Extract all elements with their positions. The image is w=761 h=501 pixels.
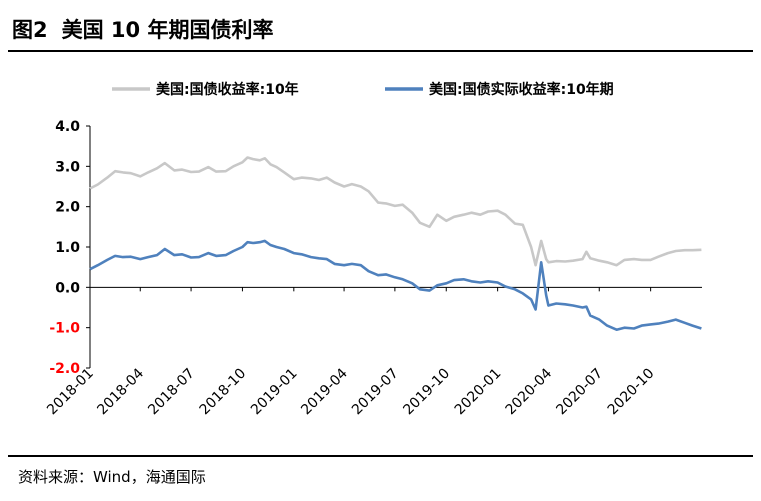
- figure-number: 图2: [12, 18, 48, 42]
- chart-legend: 美国:国债收益率:10年 美国:国债实际收益率:10年期: [112, 81, 614, 98]
- x-tick-label: 2019-07: [349, 366, 402, 419]
- y-tick-label: 2.0: [55, 200, 80, 216]
- figure-title-text: 美国 10 年期国债利率: [61, 18, 274, 42]
- top-rule: [8, 50, 753, 52]
- chart-axes: 4.03.02.01.00.0-1.0-2.02018-012018-04201…: [44, 119, 702, 418]
- chart-series: [89, 156, 702, 331]
- y-tick-label: 0.0: [55, 280, 80, 296]
- x-tick-label: 2018-04: [94, 365, 147, 418]
- x-tick-label: 2018-07: [145, 366, 198, 419]
- y-tick-label: -1.0: [49, 321, 80, 337]
- line-chart: 美国:国债收益率:10年 美国:国债实际收益率:10年期 4.0 3.0 2.0 1.0…: [44, 81, 702, 418]
- bottom-rule: [8, 455, 753, 457]
- series-line-2: [89, 239, 702, 331]
- y-tick-label: 3.0: [55, 159, 80, 175]
- x-tick-label: 2020-10: [605, 366, 658, 419]
- x-tick-label: 2019-10: [400, 366, 453, 419]
- legend-label-2: 美国:国债实际收益率:10年期: [429, 81, 614, 98]
- y-tick-label: -2.0: [49, 361, 80, 377]
- x-tick-label: 2020-01: [452, 366, 505, 419]
- source-note: 资料来源：Wind，海通国际: [18, 468, 206, 486]
- x-tick-label: 2018-10: [197, 366, 250, 419]
- x-tick-label: 2019-01: [248, 366, 301, 419]
- series-line-1: [89, 156, 702, 267]
- y-tick-label: 4.0: [55, 119, 80, 135]
- x-tick-label: 2020-04: [503, 365, 556, 418]
- x-tick-label: 2020-07: [553, 366, 606, 419]
- y-tick-label: 1.0: [55, 240, 80, 256]
- x-tick-label: 2019-04: [298, 365, 351, 418]
- legend-label-1: 美国:国债收益率:10年: [156, 81, 299, 98]
- figure-title: 图2 美国 10 年期国债利率: [12, 14, 273, 44]
